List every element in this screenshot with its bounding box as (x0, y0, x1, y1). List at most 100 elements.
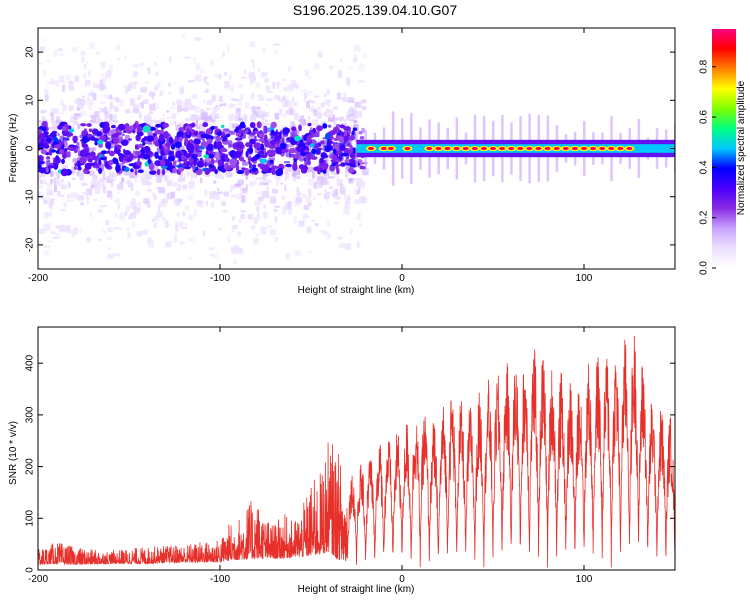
heatmap-cell (326, 140, 332, 147)
colorbar-gradient (712, 29, 736, 268)
snr-y-tick-label: 200 (25, 458, 36, 475)
heatmap-cell (212, 190, 217, 195)
heatmap-cell (58, 53, 65, 56)
heatmap-cell (349, 158, 356, 164)
snr-x-label: Height of straight line (km) (298, 584, 415, 595)
heatmap-cell (98, 167, 103, 174)
heatmap-cell (136, 126, 143, 133)
heatmap-cell (39, 46, 46, 53)
heatmap-cell (306, 135, 312, 143)
heatmap-cell (60, 194, 65, 198)
heatmap-cell (165, 110, 170, 113)
heatmap-cell (314, 180, 320, 186)
heatmap-cell (168, 82, 172, 87)
heatmap-cell (102, 125, 111, 133)
heatmap-cell (238, 156, 245, 162)
heatmap-cell (183, 56, 191, 59)
heatmap-cell (203, 154, 210, 159)
heatmap-cell (134, 150, 142, 156)
heatmap-cell (163, 159, 170, 167)
heatmap-cell (61, 152, 67, 159)
heatmap-cell (127, 125, 135, 131)
heatmap-cell (233, 151, 242, 158)
heatmap-cell (203, 99, 206, 104)
heatmap-cell (107, 227, 114, 232)
heatmap-cell (45, 167, 49, 173)
heatmap-cell (79, 229, 83, 234)
heatmap-cell (328, 191, 332, 194)
heatmap-cell (53, 144, 62, 149)
heatmap-cell (286, 172, 290, 179)
heatmap-cell (259, 158, 268, 164)
heatmap-cell (113, 147, 121, 155)
heatmap-cell (46, 59, 51, 63)
heatmap-cell (508, 146, 515, 151)
heatmap-cell (142, 229, 148, 235)
heatmap-cell (52, 108, 60, 114)
heatmap-cell (115, 161, 120, 167)
heatmap-cell (89, 42, 95, 49)
heatmap-cell (68, 80, 74, 86)
heatmap-cell (46, 191, 54, 196)
heatmap-cell (126, 180, 133, 185)
heatmap-cell (307, 178, 315, 186)
heatmap-cell (217, 191, 223, 194)
heatmap-cell (57, 132, 60, 137)
heatmap-cell (326, 89, 330, 96)
heatmap-cell (70, 192, 78, 199)
heatmap-cell (154, 215, 158, 221)
heatmap-cell (121, 153, 125, 158)
heatmap-cell (73, 227, 78, 235)
heatmap-cell (301, 122, 305, 128)
heatmap-cell (132, 103, 137, 110)
heatmap-cell (329, 65, 333, 70)
heatmap-cell (319, 157, 324, 164)
heatmap-cell (62, 137, 70, 141)
heatmap-cell (132, 108, 140, 114)
heatmap-cell (137, 131, 144, 137)
heatmap-cell (114, 198, 121, 203)
heatmap-cell (232, 259, 238, 265)
heatmap-cell (126, 178, 131, 185)
heatmap-cell (270, 129, 275, 136)
heatmap-cell (336, 92, 342, 100)
heatmap-cell (53, 49, 58, 58)
heatmap-cell (148, 91, 156, 97)
heatmap-cell (335, 163, 339, 171)
heatmap-cell (339, 187, 346, 195)
heatmap-cell (207, 143, 214, 151)
heatmap-cell (90, 212, 93, 218)
heatmap-cell (149, 170, 157, 175)
heatmap-cell (268, 157, 276, 161)
heatmap-cell (296, 191, 301, 197)
heatmap-cell (311, 119, 319, 127)
heatmap-cell (156, 54, 160, 58)
heatmap-cell (46, 156, 51, 160)
heatmap-cell (245, 142, 251, 148)
heatmap-cell (81, 135, 89, 144)
snr-y-tick-label: 100 (25, 510, 36, 527)
heatmap-cell (187, 169, 192, 177)
heatmap-cell (200, 112, 208, 121)
heatmap-cell (249, 162, 252, 170)
heatmap-cell (86, 137, 91, 142)
heatmap-cell (123, 150, 131, 156)
snr-y-tick-label: 0 (25, 567, 36, 573)
heatmap-cell (188, 257, 194, 260)
heatmap-cell (153, 195, 158, 201)
heatmap-cell (157, 81, 161, 88)
heatmap-cell (312, 170, 316, 179)
heatmap-cell (249, 138, 256, 145)
heatmap-cell (170, 122, 176, 126)
heatmap-cell (199, 130, 203, 135)
heatmap-cell (260, 71, 268, 78)
heatmap-cell (223, 191, 229, 197)
heatmap-cell (80, 123, 87, 127)
heatmap-cell (168, 55, 172, 63)
heatmap-cell (284, 175, 288, 181)
heatmap-cell (326, 234, 330, 242)
heatmap-cell (462, 146, 469, 151)
spectrogram-x-tick-label: -200 (28, 273, 48, 284)
heatmap-cell (312, 108, 317, 115)
